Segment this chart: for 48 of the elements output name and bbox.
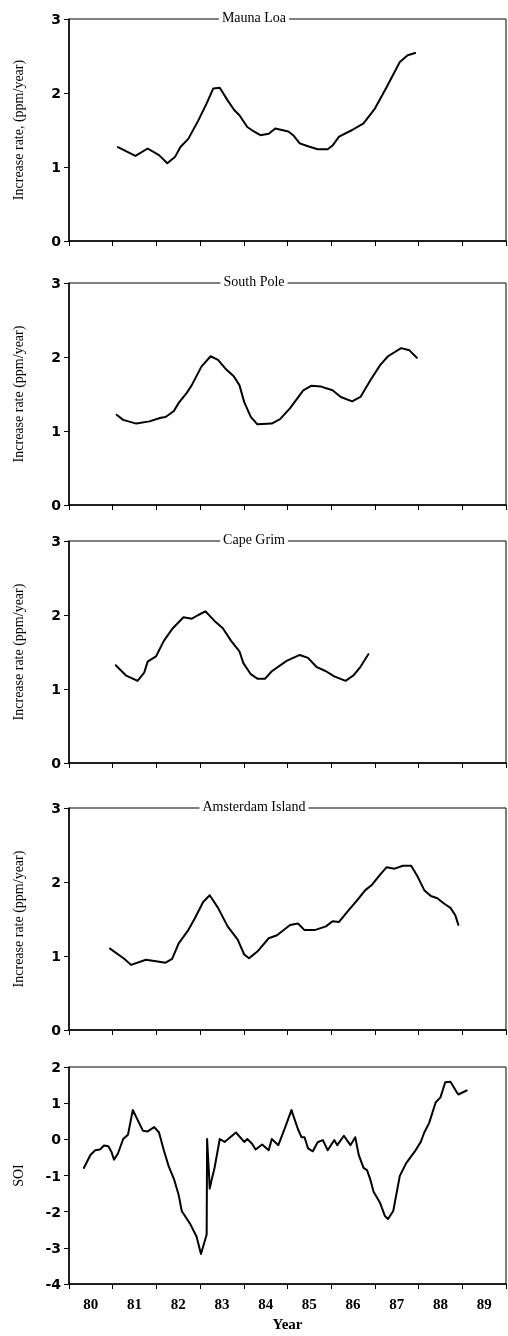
y-tick-label: 1 [51, 423, 61, 439]
y-tick-label: 1 [51, 159, 61, 175]
y-tick-label: -4 [45, 1276, 62, 1293]
y-tick-label: 3 [51, 275, 61, 291]
x-tick-label: 86 [345, 1295, 362, 1312]
y-axis-title: Increase rate (ppm/year) [10, 325, 27, 463]
y-tick-label: 0 [51, 1022, 62, 1038]
y-axis-title: Increase rate (ppm/year) [10, 583, 27, 721]
y-tick-label: 0 [51, 233, 62, 249]
x-tick-label: 81 [127, 1295, 143, 1312]
line-series [116, 52, 417, 165]
y-tick-label: 2 [51, 85, 61, 101]
y-tick-label: 2 [51, 1059, 61, 1075]
x-tick-label: 80 [83, 1295, 99, 1312]
x-tick-label: 82 [170, 1295, 186, 1312]
y-tick-label: 3 [51, 800, 61, 816]
x-tick-label: 83 [214, 1295, 230, 1312]
y-tick-label: -2 [45, 1203, 61, 1220]
chart-title: Mauna Loa [221, 9, 287, 25]
x-tick-label: 89 [476, 1295, 492, 1312]
y-tick-label: 3 [51, 11, 61, 27]
y-tick-label: 2 [51, 874, 61, 890]
y-tick-label: 1 [51, 681, 61, 697]
x-axis-title: Year [272, 1315, 303, 1332]
line-series [115, 347, 418, 426]
chart-title: South Pole [223, 273, 285, 289]
y-tick-label: 2 [51, 349, 61, 365]
y-tick-label: 3 [51, 533, 61, 549]
line-series [114, 610, 370, 682]
x-tick-label: 88 [432, 1295, 448, 1312]
line-series [82, 1080, 468, 1256]
y-tick-label: -3 [45, 1239, 61, 1256]
y-tick-label: 0 [51, 755, 62, 771]
chart-title: Cape Grim [223, 531, 286, 547]
y-axis-title: Increase rate (ppm/year) [10, 850, 27, 988]
y-axis-title: SOI [10, 1163, 26, 1187]
x-tick-label: 85 [301, 1295, 317, 1312]
y-tick-label: 0 [51, 1131, 62, 1148]
y-tick-label: 0 [51, 497, 62, 513]
y-tick-label: 2 [51, 607, 61, 623]
y-axis-title: Increase rate, (ppm/year) [10, 59, 27, 201]
y-tick-label: -1 [45, 1167, 61, 1184]
chart-title: Amsterdam Island [202, 798, 306, 814]
x-tick-label: 84 [258, 1295, 274, 1312]
x-tick-label: 87 [389, 1295, 405, 1312]
y-tick-label: 1 [51, 1095, 61, 1112]
y-tick-label: 1 [51, 948, 61, 964]
line-series [109, 864, 460, 966]
